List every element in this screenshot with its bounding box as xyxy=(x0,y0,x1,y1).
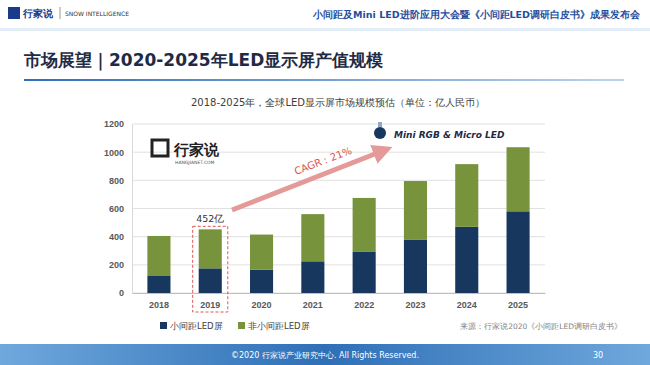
grid-line xyxy=(132,236,545,237)
x-axis-line xyxy=(133,293,546,294)
highlight-box xyxy=(193,226,228,312)
x-tick: 2022 xyxy=(354,293,374,310)
logo-text: 行家说 xyxy=(22,8,54,19)
trend-arrow xyxy=(232,150,385,210)
legend-label: 小间距LED屏 xyxy=(170,321,223,331)
bar xyxy=(455,164,478,227)
legend-swatch xyxy=(238,322,245,329)
bar xyxy=(455,227,478,293)
x-tick: 2021 xyxy=(303,293,323,310)
y-tick-label: 600 xyxy=(109,204,124,214)
footer-bar xyxy=(0,344,650,365)
watermark-text: 行家说 xyxy=(173,141,220,159)
annotations: 452亿 CAGR：21% Mini RGB & Micro LED xyxy=(193,122,505,312)
x-tick: 2025 xyxy=(508,293,528,310)
bar xyxy=(250,235,273,270)
grid-line xyxy=(132,180,545,181)
slide: 行家说 SNOW INTELLIGENCE 小间距及Mini LED进阶应用大会暨《… xyxy=(0,0,650,365)
y-tick: 400 xyxy=(109,232,132,242)
annotation: CAGR：21% xyxy=(293,145,353,177)
logo-text: SNOW INTELLIGENCE xyxy=(65,10,129,17)
watermark-sub: HANGJIANET.COM xyxy=(175,160,215,165)
x-tick: 2019 xyxy=(200,293,220,310)
bar xyxy=(199,229,222,268)
bar xyxy=(353,251,376,293)
y-tick: 800 xyxy=(109,176,132,186)
bar xyxy=(404,239,427,293)
grid-line xyxy=(132,208,545,209)
annotation: 452亿 xyxy=(196,213,224,224)
y-tick: 1200 xyxy=(104,119,132,129)
satellite-icon xyxy=(374,122,386,139)
x-tick-label: 2024 xyxy=(457,300,477,310)
legend-label: 非小间距LED屏 xyxy=(248,321,310,331)
bar xyxy=(507,211,530,293)
x-tick-label: 2022 xyxy=(354,300,374,310)
footer-text: ©2020 行家说产业研究中心. All Rights Reserved. xyxy=(231,351,419,360)
bar xyxy=(353,198,376,252)
logo-icon xyxy=(8,7,20,19)
grid-line xyxy=(132,124,545,125)
x-tick: 2023 xyxy=(405,293,425,310)
y-tick-label: 1200 xyxy=(104,119,124,129)
y-tick: 600 xyxy=(109,204,132,214)
bar-series xyxy=(147,147,529,275)
icon-part xyxy=(378,122,382,127)
x-tick-label: 2020 xyxy=(252,300,272,310)
header-title: 小间距及Mini LED进阶应用大会暨《小间距LED调研白皮书》成果发布会 xyxy=(312,9,641,20)
y-tick-label: 400 xyxy=(109,232,124,242)
x-tick-label: 2021 xyxy=(303,300,323,310)
x-axis: 2018 2019 2020 2021 2022 2023 2024 2025 xyxy=(133,293,546,310)
annotation: Mini RGB & Micro LED xyxy=(394,130,505,140)
x-tick-label: 2025 xyxy=(508,300,528,310)
bar xyxy=(404,181,427,239)
y-tick-label: 0 xyxy=(119,288,124,298)
bar xyxy=(301,261,324,293)
legend-swatch xyxy=(160,322,167,329)
y-tick: 1000 xyxy=(104,148,132,158)
logo-divider xyxy=(60,7,61,19)
x-tick-label: 2019 xyxy=(200,300,220,310)
legend-item: 非小间距LED屏 xyxy=(238,321,310,331)
grid xyxy=(132,124,545,293)
title-underline xyxy=(24,79,624,81)
bar xyxy=(301,214,324,261)
x-tick: 2024 xyxy=(457,293,477,310)
bars xyxy=(147,147,529,293)
y-tick-label: 1000 xyxy=(104,148,124,158)
y-tick: 0 xyxy=(119,288,132,298)
page-number: 30 xyxy=(593,351,603,360)
bar xyxy=(250,270,273,293)
y-axis-line xyxy=(132,125,133,294)
grid-line xyxy=(132,264,545,265)
bar xyxy=(199,268,222,293)
x-tick: 2020 xyxy=(252,293,272,310)
x-tick: 2018 xyxy=(149,293,169,310)
watermark-icon xyxy=(152,140,168,156)
x-tick-label: 2023 xyxy=(405,300,425,310)
y-tick: 200 xyxy=(109,260,132,270)
chart-title: 2018-2025年，全球LED显示屏市场规模预估（单位：亿人民币） xyxy=(191,97,485,108)
bar xyxy=(147,275,170,293)
y-tick-label: 800 xyxy=(109,176,124,186)
legend-item: 小间距LED屏 xyxy=(160,321,223,331)
header-band xyxy=(0,28,650,31)
y-axis: 0 200 400 600 800 1000 1200 xyxy=(104,119,133,298)
source: 来源：行家说2020《小间距LED调研白皮书》 xyxy=(460,322,622,331)
bar xyxy=(507,147,530,211)
y-tick-label: 200 xyxy=(109,260,124,270)
watermark: 行家说HANGJIANET.COM xyxy=(152,140,220,165)
legend: 小间距LED屏 非小间距LED屏 xyxy=(160,321,310,331)
bar xyxy=(147,236,170,275)
grid-line xyxy=(132,293,545,294)
slide-title: 市场展望｜2020-2025年LED显示屏产值规模 xyxy=(23,50,383,71)
x-tick-label: 2018 xyxy=(149,300,169,310)
icon-part xyxy=(374,127,386,139)
